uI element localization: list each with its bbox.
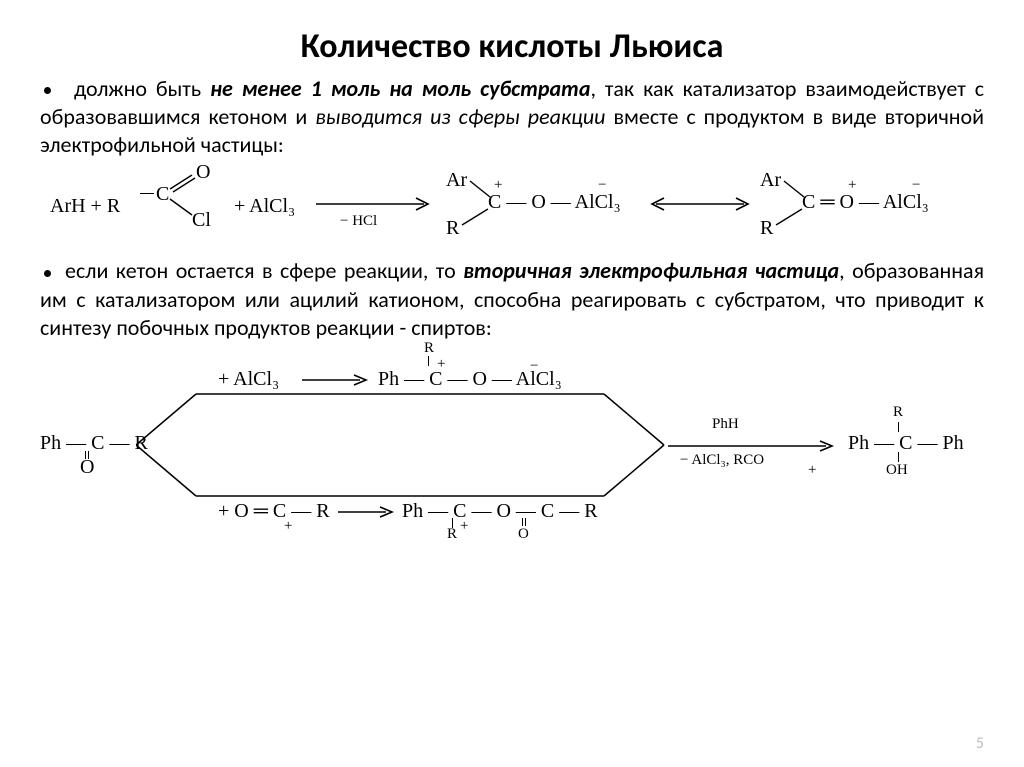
s2-v1 [428, 356, 429, 366]
s2-lower-prod: Ph — C — O — C — R [402, 500, 598, 523]
bullet-icon [44, 87, 51, 94]
s1-o: O [196, 161, 210, 184]
reaction-scheme-1: ArH + R C O Cl + AlCl₃ − HCl Ar R C — O … [40, 165, 984, 249]
s1-ar2: Ar [760, 169, 781, 192]
bullet-icon [44, 270, 51, 277]
s2-oh: OH [886, 462, 908, 479]
page-title: Количество кислоты Льюиса [40, 26, 984, 67]
resonance-arrow-icon [650, 195, 750, 213]
s2-plus-l1: + [284, 518, 292, 535]
s2-minusalcl3: − AlCl₃, RCO [680, 452, 764, 469]
arrow-icon [316, 195, 436, 213]
s1-b2 [460, 207, 490, 227]
s1-r1: R [446, 217, 459, 240]
p1-em: выводится из сферы реакции [315, 103, 605, 130]
s1-ar1: Ar [446, 169, 467, 192]
s1-coal1: C — O — AlCl₃ [488, 191, 621, 214]
s1-bond [140, 193, 154, 194]
s2-plusocr: + O ═ C — R [218, 500, 330, 523]
p1-bold: не менее 1 моль на моль субстрата [210, 75, 590, 102]
s1-plus2: + [848, 177, 856, 194]
bracket-icon [136, 390, 666, 500]
s2-plus-u: + [437, 356, 445, 373]
s1-minus2: − [912, 177, 920, 194]
s2-phh: PhH [712, 416, 739, 433]
s1-cl: Cl [192, 209, 211, 232]
reaction-scheme-2: Ph — C — R O + AlCl₃ Ph — C — O — AlCl₃ … [40, 348, 984, 538]
s2-plusalcl3: + AlCl₃ [218, 368, 279, 391]
s2-phcr: Ph — C — R [40, 432, 148, 455]
s1-minushcl: − HCl [340, 213, 377, 230]
paragraph-2: если кетон остается в сфере реакции, то … [40, 257, 984, 341]
s1-r2: R [760, 217, 773, 240]
s2-o-low: O [518, 526, 529, 543]
s2-v4 [898, 452, 899, 462]
s2-dbl2 [522, 518, 526, 526]
p1-pre: должно быть [74, 75, 210, 102]
paragraph-1: должно быть не менее 1 моль на моль субс… [40, 75, 984, 159]
s1-plusalcl3: + AlCl₃ [234, 195, 295, 218]
s2-o1: O [80, 456, 94, 479]
s2-product: Ph — C — Ph [848, 432, 964, 455]
s1-coal2: C ═ O — AlCl₃ [802, 191, 929, 214]
arrow-icon [302, 372, 372, 388]
arrow-icon [338, 504, 398, 520]
s2-v3 [898, 422, 899, 432]
s2-minus-u: − [530, 358, 538, 375]
slide: Количество кислоты Льюиса должно быть не… [0, 0, 1024, 767]
s2-r-up: R [424, 340, 434, 357]
s1-plus1: + [494, 177, 502, 194]
p2-bold: вторичная электрофильная частица [463, 257, 839, 284]
s2-plus-r: + [808, 462, 816, 479]
s2-r-top: R [893, 404, 903, 421]
s1-arh: ArH + R [50, 195, 120, 218]
page-number: 5 [976, 734, 984, 753]
s2-plus-l2: + [460, 518, 468, 535]
s1-minus1: − [598, 177, 606, 194]
s1-b4 [774, 207, 804, 227]
p2-pre: если кетон остается в сфере реакции, то [65, 257, 463, 284]
s2-r-low: R [447, 526, 457, 543]
